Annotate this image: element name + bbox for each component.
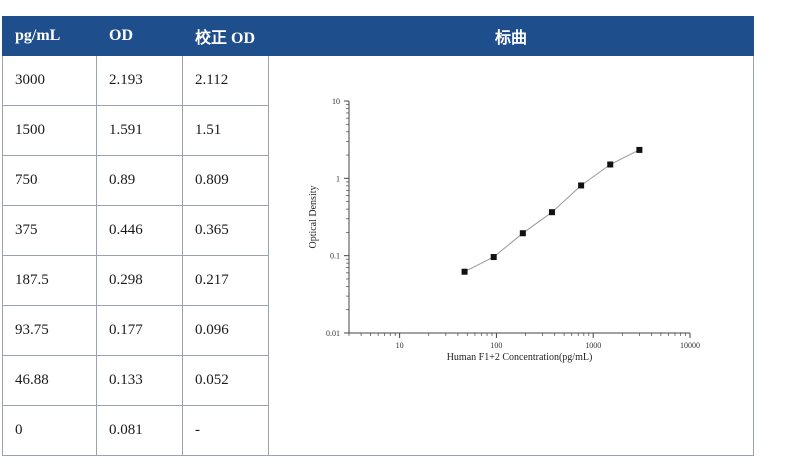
y-tick-label: 0.1 bbox=[330, 252, 340, 261]
cell-concentration: 187.5 bbox=[2, 255, 97, 306]
header-od: OD bbox=[96, 16, 183, 56]
cell-concentration: 375 bbox=[2, 205, 97, 256]
cell-corrected-od: 0.217 bbox=[182, 255, 269, 306]
x-tick-label: 10 bbox=[396, 341, 404, 350]
cell-od: 0.133 bbox=[96, 355, 183, 406]
cell-od: 1.591 bbox=[96, 105, 183, 156]
header-concentration: pg/mL bbox=[2, 16, 97, 56]
cell-corrected-od: 0.809 bbox=[182, 155, 269, 206]
data-point bbox=[461, 268, 468, 275]
cell-corrected-od: 0.096 bbox=[182, 305, 269, 356]
standard-curve-chart: 0.01 0.1 1 10 10 100 1000 10000 Human F1+2 Conce… bbox=[308, 97, 700, 363]
cell-corrected-od: 0.052 bbox=[182, 355, 269, 406]
cropped-header-text bbox=[0, 0, 796, 8]
data-point bbox=[636, 146, 643, 153]
x-tick-label: 10000 bbox=[680, 341, 700, 350]
table-row: 46.88 0.133 0.052 bbox=[2, 355, 754, 406]
y-tick-label: 1 bbox=[336, 174, 340, 183]
cell-corrected-od: 0.365 bbox=[182, 205, 269, 256]
cell-od: 0.177 bbox=[96, 305, 183, 356]
x-axis-title: Human F1+2 Concentration(pg/mL) bbox=[447, 352, 593, 363]
cell-od: 2.193 bbox=[96, 55, 183, 106]
standard-curve-table: pg/mL OD 校正 OD 标曲 3000 2.193 2.112 0.01 0… bbox=[2, 16, 754, 456]
x-tick-label: 1000 bbox=[585, 341, 601, 350]
cell-concentration: 0 bbox=[2, 405, 97, 456]
cell-od: 0.89 bbox=[96, 155, 183, 206]
y-tick-label: 0.01 bbox=[326, 329, 340, 338]
data-point bbox=[607, 161, 614, 168]
header-corrected-od: 校正 OD bbox=[182, 16, 269, 56]
cell-concentration: 3000 bbox=[2, 55, 97, 106]
table-header-row: pg/mL OD 校正 OD 标曲 bbox=[2, 16, 754, 56]
cell-od: 0.298 bbox=[96, 255, 183, 306]
table-row: 750 0.89 0.809 bbox=[2, 155, 754, 206]
cell-corrected-od: - bbox=[182, 405, 269, 456]
y-axis-title: Optical Density bbox=[308, 185, 319, 248]
data-point bbox=[548, 209, 555, 216]
data-point bbox=[578, 182, 585, 189]
table-row: 375 0.446 0.365 bbox=[2, 205, 754, 256]
cell-concentration: 46.88 bbox=[2, 355, 97, 406]
chart-cell: 0.01 0.1 1 10 10 100 1000 10000 Human F1+2 Conce… bbox=[268, 55, 754, 456]
table-row: 3000 2.193 2.112 0.01 0.1 1 10 10 100 1000 1000… bbox=[2, 55, 754, 456]
table-row: 93.75 0.177 0.096 bbox=[2, 305, 754, 356]
table-row: 187.5 0.298 0.217 bbox=[2, 255, 754, 306]
cell-corrected-od: 1.51 bbox=[182, 105, 269, 156]
cell-corrected-od: 2.112 bbox=[182, 55, 269, 106]
table-row: 1500 1.591 1.51 bbox=[2, 105, 754, 156]
cell-concentration: 1500 bbox=[2, 105, 97, 156]
data-point bbox=[490, 254, 497, 261]
cell-concentration: 750 bbox=[2, 155, 97, 206]
cell-od: 0.081 bbox=[96, 405, 183, 456]
header-standard-curve: 标曲 bbox=[268, 16, 754, 56]
y-tick-label: 10 bbox=[332, 97, 340, 106]
cell-concentration: 93.75 bbox=[2, 305, 97, 356]
cell-od: 0.446 bbox=[96, 205, 183, 256]
x-tick-label: 100 bbox=[490, 341, 502, 350]
table-row: 0 0.081 - bbox=[2, 405, 754, 456]
data-point bbox=[519, 230, 526, 237]
